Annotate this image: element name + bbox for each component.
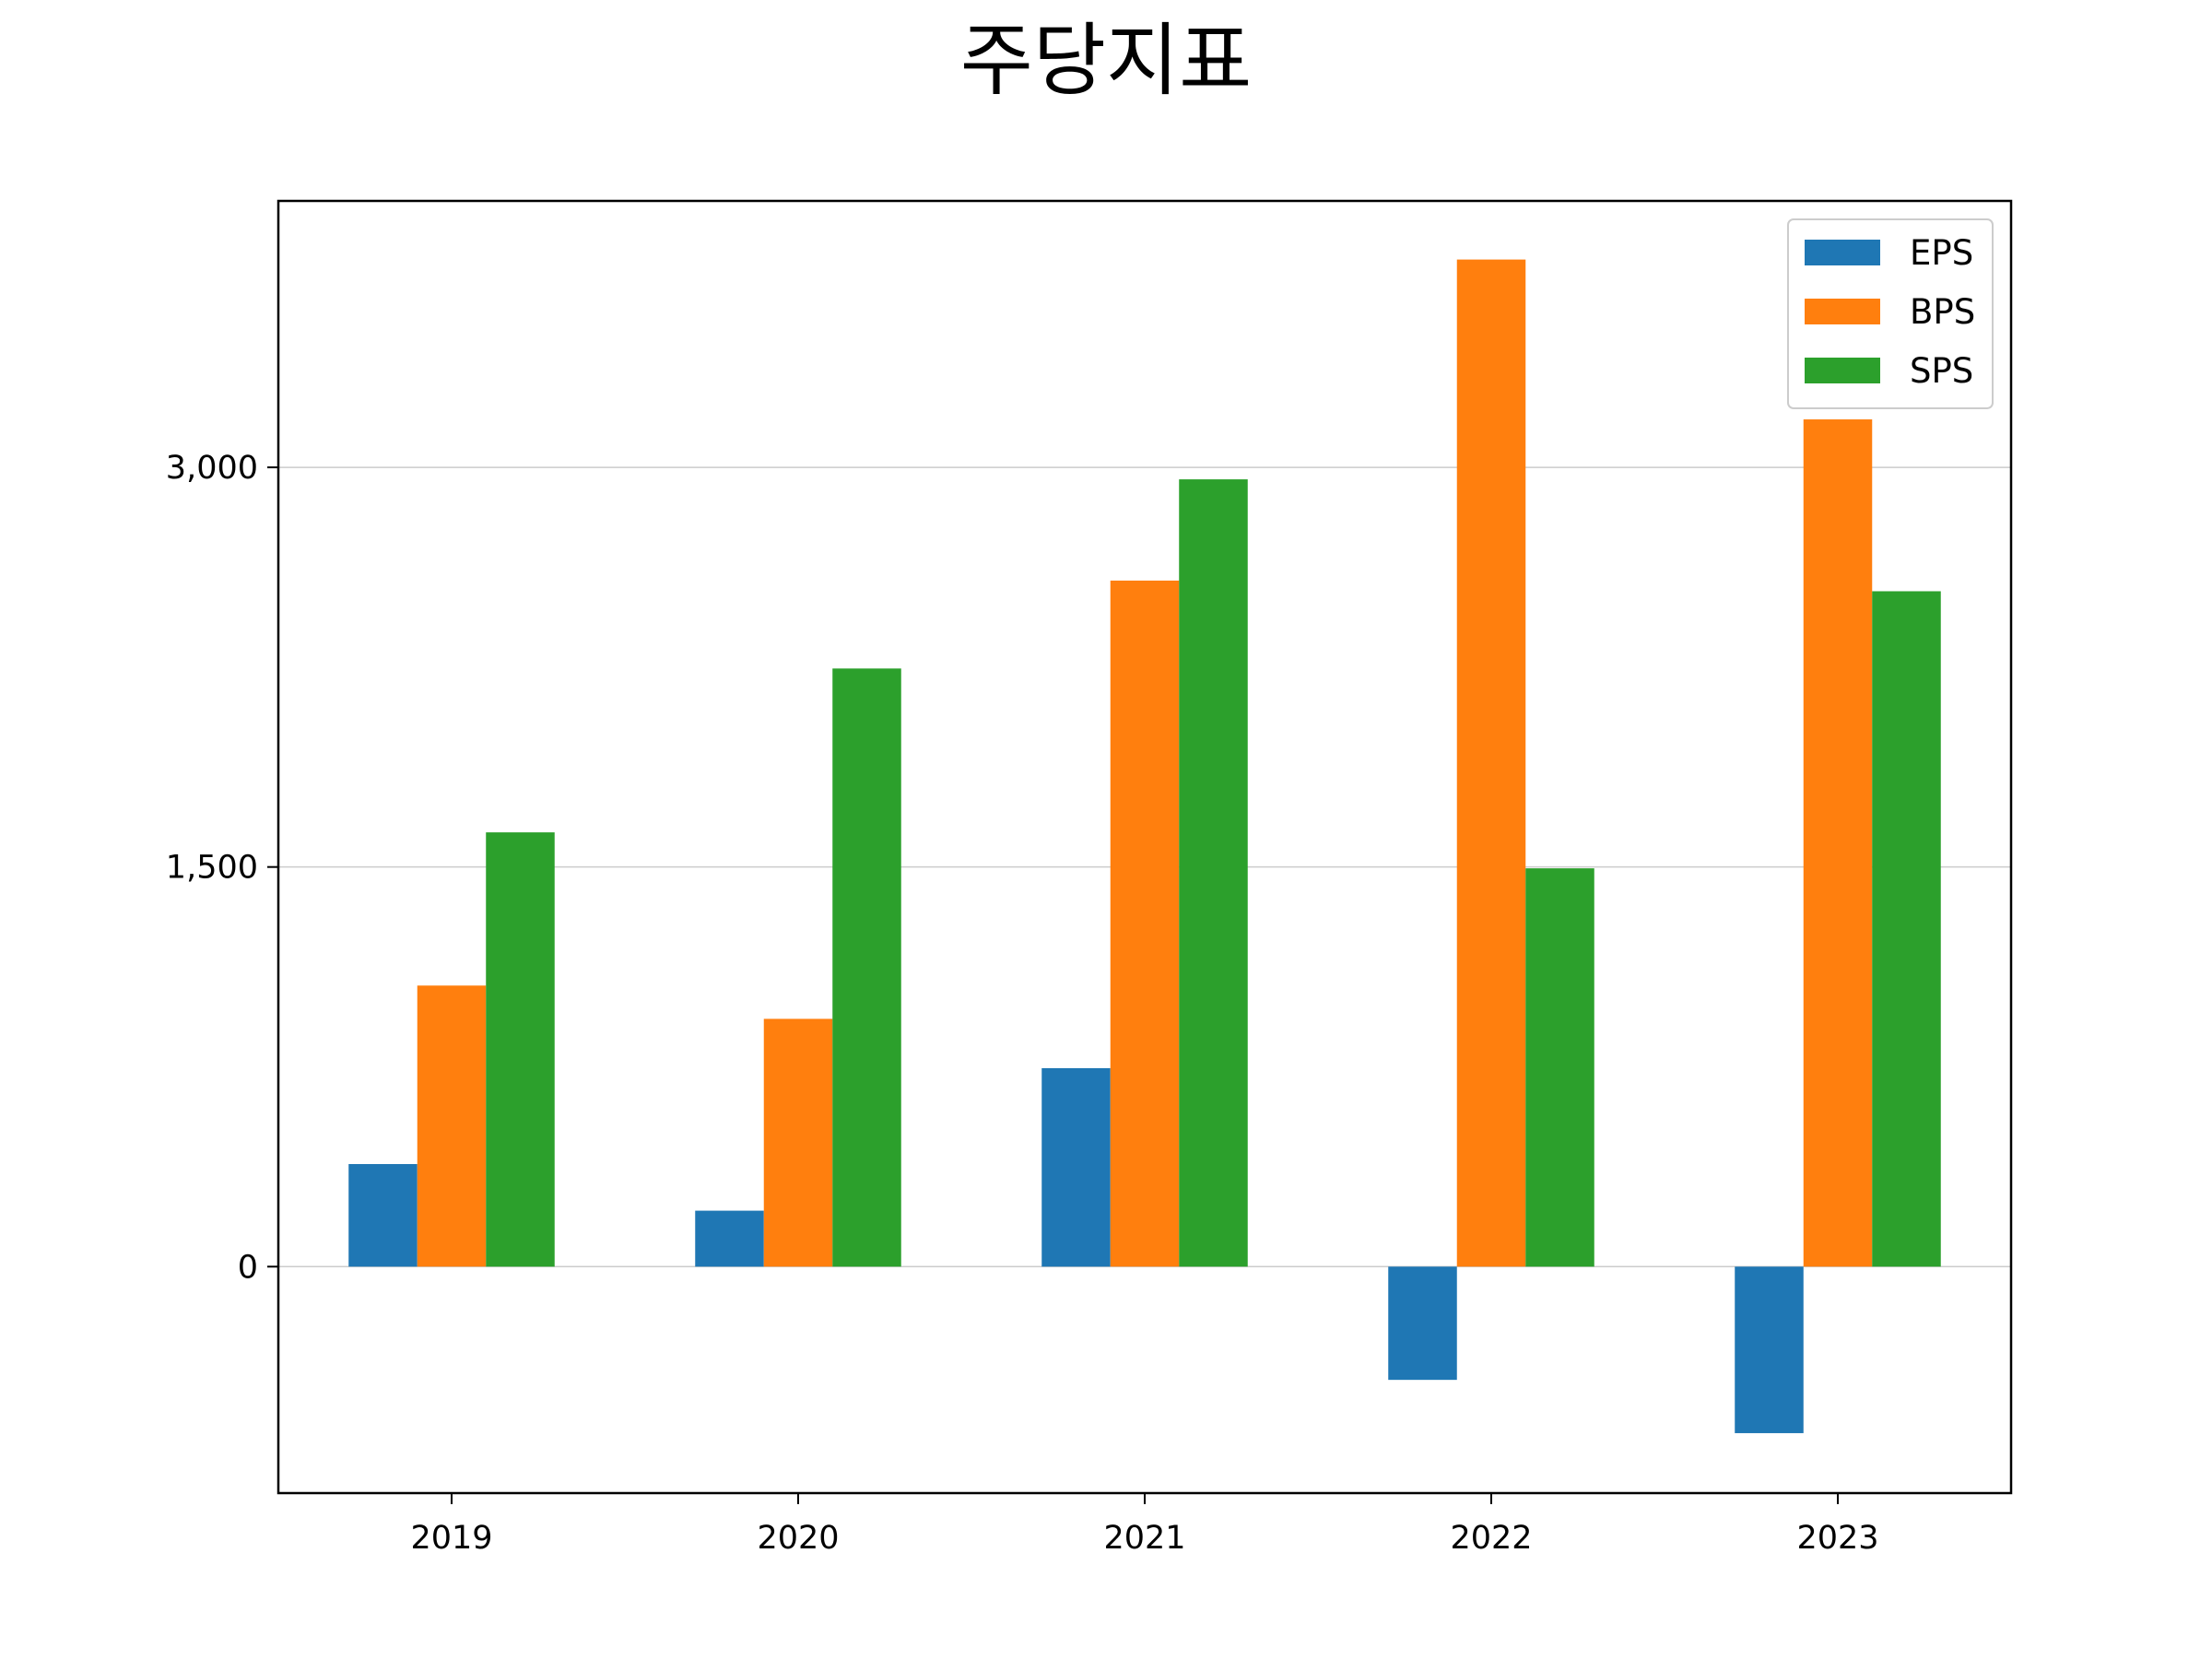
bar-sps-2023 [1872, 591, 1941, 1267]
legend: EPS BPS SPS [1787, 218, 1994, 409]
x-tick-label: 2021 [1103, 1520, 1185, 1557]
x-tick-label: 2023 [1796, 1520, 1878, 1557]
y-tick-label: 0 [238, 1249, 258, 1286]
legend-label-eps: EPS [1910, 233, 1973, 273]
chart-title: 주당지표 [960, 15, 1252, 107]
bar-eps-2022 [1388, 1266, 1457, 1381]
legend-label-sps: SPS [1910, 351, 1973, 391]
bar-eps-2021 [1041, 1067, 1111, 1267]
bar-sps-2020 [832, 668, 901, 1267]
bar-eps-2023 [1735, 1266, 1804, 1433]
y-tick-label: 1,500 [166, 850, 258, 887]
bar-bps-2023 [1803, 419, 1873, 1267]
bar-eps-2019 [348, 1163, 418, 1267]
x-axis: 2019 2020 2021 2022 2023 [410, 1493, 1879, 1557]
x-tick-label: 2020 [757, 1520, 839, 1557]
x-tick-label: 2022 [1450, 1520, 1532, 1557]
bar-sps-2019 [486, 832, 555, 1267]
y-axis: 0 1,500 3,000 [166, 450, 278, 1286]
legend-swatch-bps [1805, 299, 1880, 324]
bar-bps-2020 [763, 1018, 833, 1267]
bar-bps-2022 [1456, 259, 1526, 1267]
legend-swatch-sps [1805, 358, 1880, 383]
legend-label-bps: BPS [1910, 292, 1975, 332]
bar-bps-2021 [1110, 580, 1180, 1267]
bar-sps-2021 [1179, 479, 1248, 1267]
legend-swatch-eps [1805, 240, 1880, 265]
y-tick-label: 3,000 [166, 450, 258, 487]
bar-eps-2020 [695, 1210, 764, 1267]
bar-sps-2022 [1525, 868, 1594, 1267]
bar-bps-2019 [417, 985, 487, 1267]
x-tick-label: 2019 [410, 1520, 492, 1557]
bars [348, 259, 1941, 1433]
